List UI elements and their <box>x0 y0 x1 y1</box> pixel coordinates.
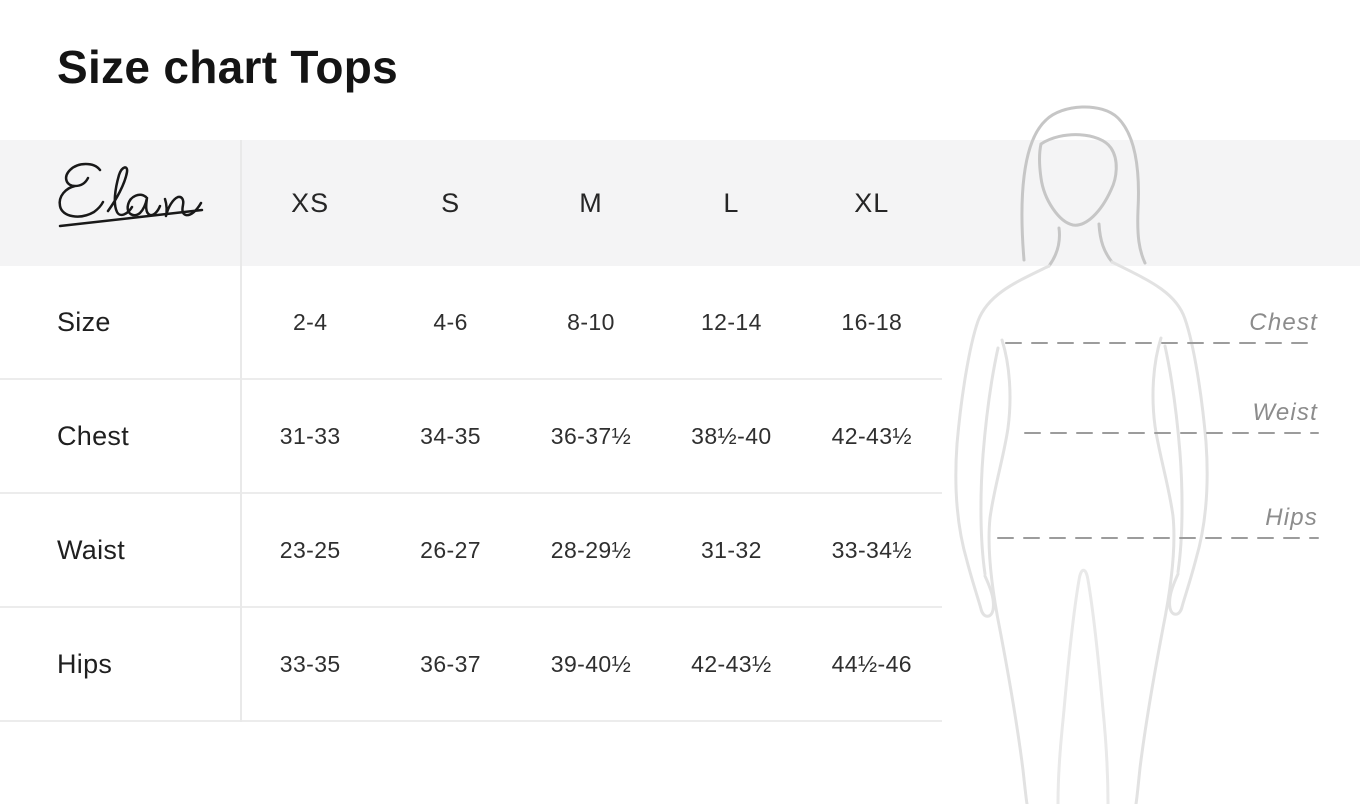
left-inner-arm-line <box>979 346 1000 576</box>
table-header-row: XS S M L XL <box>0 140 942 266</box>
right-torso-leg-outline <box>1134 336 1176 804</box>
size-chart-table: XS S M L XL Size 2-4 4-6 8-10 12-14 16-1… <box>0 140 942 722</box>
table-cell: 36-37 <box>420 650 481 677</box>
table-cell: 36-37½ <box>550 422 632 449</box>
table-cell: 23-25 <box>279 536 341 563</box>
row-label: Chest <box>57 420 130 451</box>
table-cell: 34-35 <box>420 422 481 449</box>
neck-right-line <box>1097 222 1114 264</box>
female-silhouette-illustration: Chest Weist Hips <box>954 105 1319 804</box>
logo-underline <box>58 208 204 227</box>
chest-measurement-label: Chest <box>1249 309 1318 336</box>
table-cell: 31-33 <box>279 422 341 449</box>
brand-signature-logo <box>58 162 204 227</box>
table-cell: 42-43½ <box>831 422 912 449</box>
table-cell: 42-43½ <box>691 650 772 677</box>
table-cell: 33-34½ <box>831 536 912 563</box>
table-cell: 28-29½ <box>550 536 632 563</box>
measurement-lines <box>997 342 1319 539</box>
table-header-band <box>0 140 1360 266</box>
logo-letter-e <box>58 162 105 218</box>
right-arm-outline <box>1110 260 1209 616</box>
waist-measurement-label: Weist <box>1252 399 1318 426</box>
size-header-xs: XS <box>291 187 330 218</box>
table-row-chest: Chest 31-33 34-35 36-37½ 38½-40 42-43½ <box>0 380 942 494</box>
table-row-hips: Hips 33-35 36-37 39-40½ 42-43½ 44½-46 <box>0 608 942 722</box>
table-cell: 39-40½ <box>550 650 632 677</box>
table-cell: 12-14 <box>700 308 762 335</box>
inner-leg-lines <box>1056 568 1110 804</box>
neck-left-line <box>1047 226 1061 268</box>
size-header-l: L <box>723 187 740 218</box>
table-cell: 2-4 <box>292 308 328 335</box>
logo-letter-a <box>126 193 162 216</box>
row-label: Waist <box>57 534 125 565</box>
table-cell: 8-10 <box>567 308 615 335</box>
brand-logo-cell <box>0 156 240 251</box>
inner-leg-gap <box>1056 568 1110 804</box>
size-header-m: M <box>579 187 603 218</box>
table-cell: 33-35 <box>279 650 341 677</box>
table-cell: 38½-40 <box>691 422 772 449</box>
logo-letter-l <box>106 165 134 216</box>
left-arm-outline <box>954 264 1051 618</box>
size-header-xl: XL <box>854 187 890 218</box>
size-header-s: S <box>441 187 461 218</box>
table-cell: 31-32 <box>700 536 762 563</box>
row-label: Hips <box>57 648 113 679</box>
table-row-waist: Waist 23-25 26-27 28-29½ 31-32 33-34½ <box>0 494 942 608</box>
body-outline <box>954 260 1209 804</box>
table-cell: 44½-46 <box>831 650 912 677</box>
table-vertical-divider <box>240 140 242 722</box>
left-torso-leg-outline <box>987 338 1029 804</box>
table-cell: 26-27 <box>420 536 481 563</box>
body-measurement-figure: Chest Weist Hips <box>940 100 1360 804</box>
page-title: Size chart Tops <box>57 41 399 93</box>
face-outline <box>1038 133 1118 227</box>
table-cell: 4-6 <box>433 308 468 335</box>
head-outline <box>1020 105 1147 268</box>
table-cell: 16-18 <box>841 308 903 335</box>
hair-outline <box>1020 105 1147 265</box>
hips-measurement-label: Hips <box>1265 504 1318 531</box>
table-row-size: Size 2-4 4-6 8-10 12-14 16-18 <box>0 266 942 380</box>
row-label: Size <box>57 306 111 337</box>
